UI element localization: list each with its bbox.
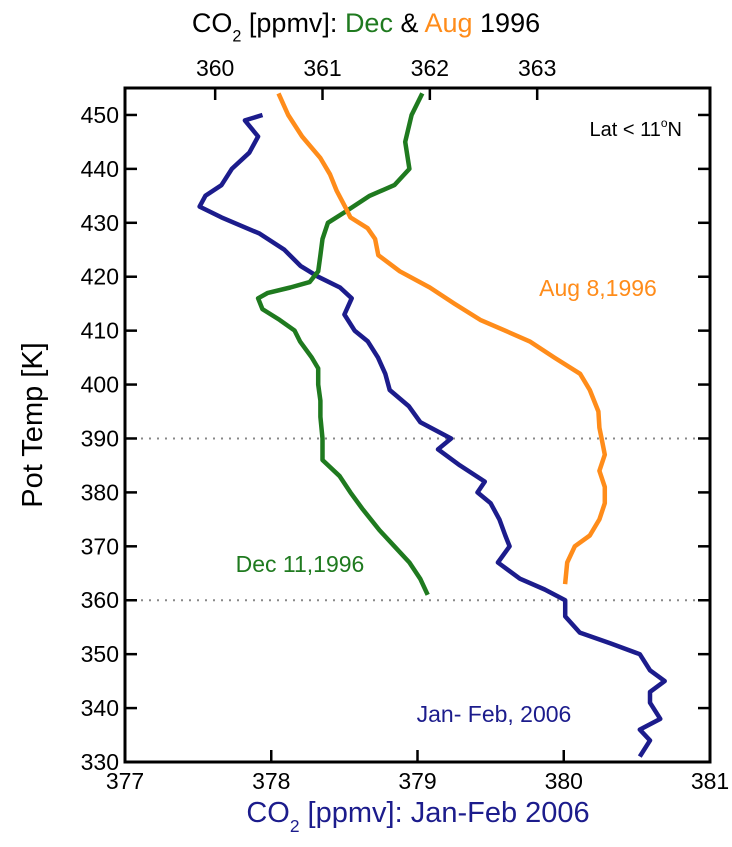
y-tick-label: 430 <box>81 210 119 236</box>
y-tick-label: 330 <box>81 749 119 775</box>
series-label: Jan- Feb, 2006 <box>417 701 572 727</box>
annotation-part: N <box>668 119 682 141</box>
x2-tick-label: 360 <box>196 55 234 81</box>
y-tick-label: 380 <box>81 479 119 505</box>
y-tick-label: 410 <box>81 318 119 344</box>
series-label: Dec 11,1996 <box>236 551 365 577</box>
top-axis-label-part: [ppmv]: <box>241 8 345 38</box>
annotation-part: o <box>661 116 668 130</box>
bottom-axis-label-part: [ppmv]: Jan-Feb 2006 <box>300 797 590 829</box>
x-tick-label: 378 <box>252 768 290 794</box>
top-axis-label-part: 2 <box>232 27 241 45</box>
top-axis-label-part: Aug <box>424 8 472 38</box>
top-axis-label-part: CO <box>192 8 233 38</box>
x2-tick-label: 363 <box>518 55 556 81</box>
y-tick-label: 440 <box>81 156 119 182</box>
annotation: Lat < 11oN <box>590 116 683 141</box>
y-tick-label: 420 <box>81 264 119 290</box>
x-tick-label: 377 <box>106 768 144 794</box>
top-axis-label: CO2 [ppmv]: Dec & Aug 1996 <box>192 8 540 45</box>
bottom-axis-label: CO2 [ppmv]: Jan-Feb 2006 <box>246 797 589 836</box>
y-tick-label: 390 <box>81 425 119 451</box>
data-line <box>276 92 608 585</box>
y-tick-label: 360 <box>81 587 119 613</box>
x-tick-label: 379 <box>398 768 436 794</box>
x2-tick-label: 362 <box>411 55 449 81</box>
data-line <box>255 92 430 596</box>
y-tick-label: 340 <box>81 695 119 721</box>
top-axis-label-part: 1996 <box>473 8 541 38</box>
data-line <box>197 112 667 758</box>
y-tick-label: 400 <box>81 372 119 398</box>
x-tick-label: 380 <box>545 768 583 794</box>
top-axis-label-part: Dec <box>345 8 393 38</box>
y-axis-label: Pot Temp [K] <box>17 342 49 508</box>
bottom-axis-label-part: CO <box>246 797 290 829</box>
x-tick-label: 381 <box>691 768 729 794</box>
annotation-part: Lat < 11 <box>590 119 661 141</box>
y-tick-label: 370 <box>81 533 119 559</box>
bottom-axis-label-part: 2 <box>290 816 300 836</box>
y-tick-label: 450 <box>81 102 119 128</box>
top-axis-label-part: & <box>393 8 425 38</box>
x2-tick-label: 361 <box>303 55 341 81</box>
y-tick-label: 350 <box>81 641 119 667</box>
series-label: Aug 8,1996 <box>539 275 657 301</box>
